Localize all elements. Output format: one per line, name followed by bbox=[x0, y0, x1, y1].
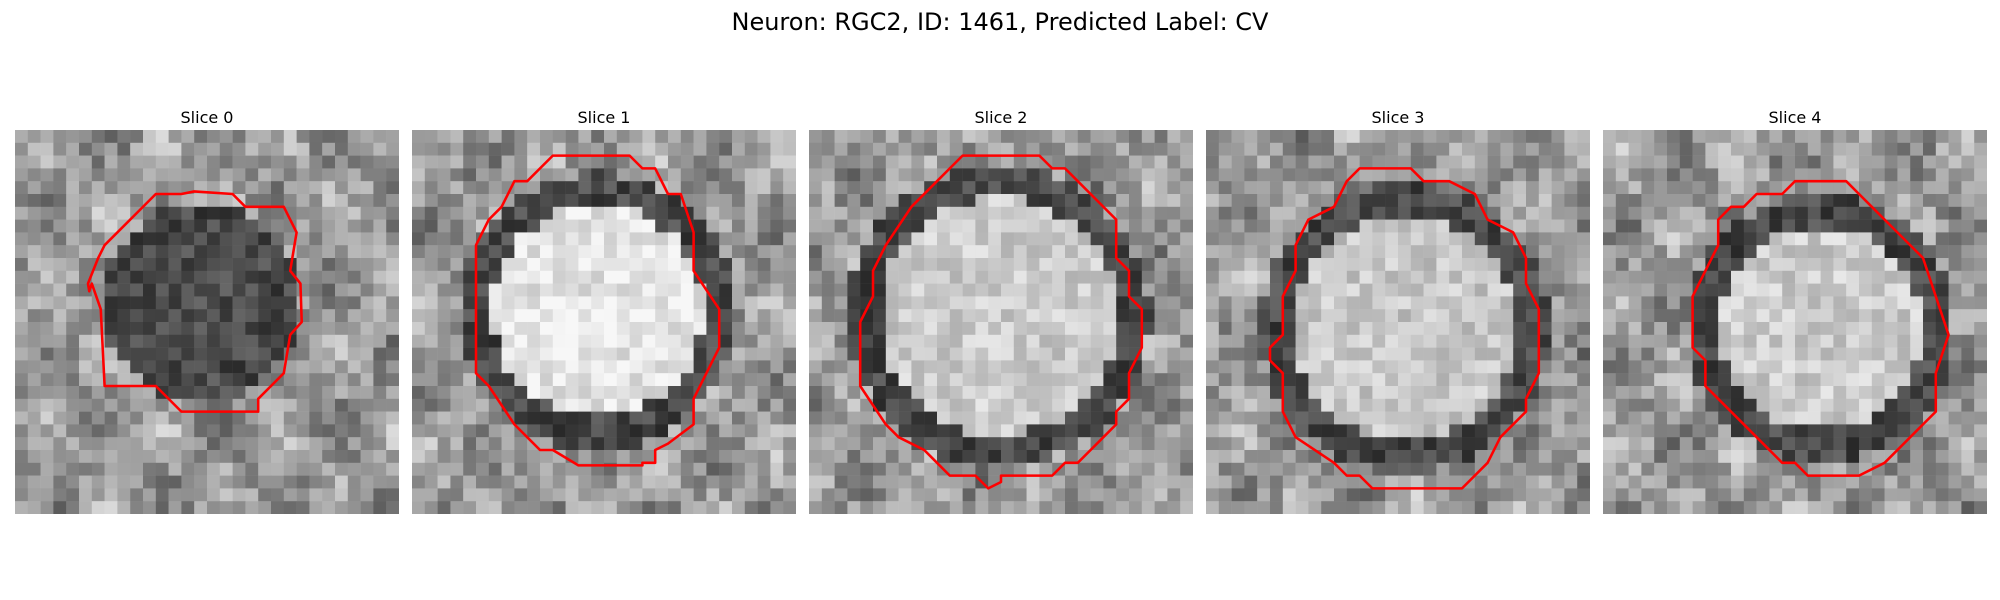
slice-image-1 bbox=[412, 130, 796, 514]
microscopy-pixels bbox=[1206, 130, 1590, 514]
microscopy-pixels bbox=[1603, 130, 1987, 514]
slice-image-4 bbox=[1603, 130, 1987, 514]
slice-title-2: Slice 2 bbox=[974, 108, 1028, 127]
segmentation-contour bbox=[1691, 179, 1950, 477]
segmentation-contour bbox=[86, 190, 303, 413]
microscopy-pixels bbox=[809, 130, 1193, 514]
slice-image-2 bbox=[809, 130, 1193, 514]
slice-title-0: Slice 0 bbox=[180, 108, 234, 127]
microscopy-pixels bbox=[15, 130, 399, 514]
slice-panel-3: Slice 3 bbox=[1206, 108, 1590, 514]
slice-panel-2: Slice 2 bbox=[809, 108, 1193, 514]
slice-title-4: Slice 4 bbox=[1768, 108, 1822, 127]
slice-title-1: Slice 1 bbox=[577, 108, 631, 127]
slice-panel-4: Slice 4 bbox=[1603, 108, 1987, 514]
figure-title: Neuron: RGC2, ID: 1461, Predicted Label:… bbox=[731, 8, 1269, 36]
slice-panel-1: Slice 1 bbox=[412, 108, 796, 514]
slice-title-3: Slice 3 bbox=[1371, 108, 1425, 127]
slice-image-0 bbox=[15, 130, 399, 514]
segmentation-contour bbox=[474, 154, 721, 467]
segmentation-contour bbox=[1268, 167, 1541, 490]
microscopy-pixels bbox=[412, 130, 796, 514]
slice-panel-0: Slice 0 bbox=[15, 108, 399, 514]
segmentation-contour bbox=[858, 154, 1144, 490]
slice-image-3 bbox=[1206, 130, 1590, 514]
